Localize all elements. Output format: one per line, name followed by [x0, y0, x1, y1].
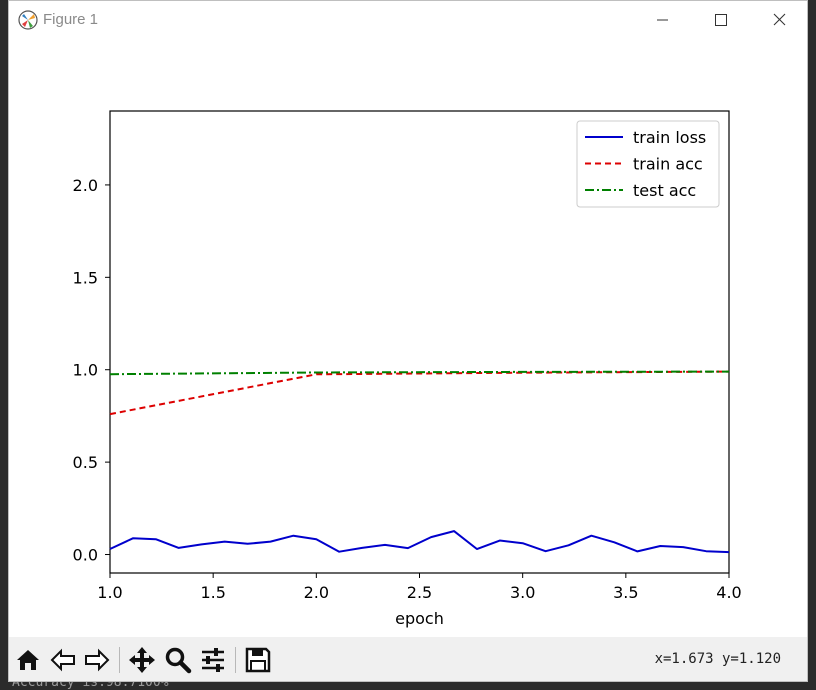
matplotlib-logo-icon [18, 10, 38, 30]
x-tick-label: 2.5 [407, 583, 432, 602]
legend-entry: train acc [633, 155, 703, 174]
maximize-icon [715, 14, 727, 26]
series-line-train-loss [109, 530, 730, 554]
title-bar[interactable]: Figure 1 [9, 1, 807, 39]
line-chart[interactable]: 1.0 1.5 2.0 2.5 3.0 3.5 4.0 0.0 0.5 1.0 1.5 2.0 epoc… [9, 39, 807, 637]
close-button[interactable] [756, 5, 802, 35]
configure-icon [202, 648, 224, 672]
zoom-button[interactable] [164, 646, 192, 674]
home-icon [17, 650, 39, 670]
background-terminal-strip [0, 0, 10, 690]
legend-entry: train loss [633, 128, 706, 147]
forward-button[interactable] [83, 646, 111, 674]
close-icon [773, 13, 786, 26]
cursor-coordinates: x=1.673 y=1.120 [654, 651, 781, 667]
zoom-icon [165, 647, 192, 674]
pan-icon [129, 647, 155, 673]
home-button[interactable] [14, 646, 42, 674]
back-button[interactable] [49, 646, 77, 674]
y-tick-label: 1.0 [73, 361, 98, 380]
pan-button[interactable] [128, 646, 156, 674]
figure-canvas[interactable]: 1.0 1.5 2.0 2.5 3.0 3.5 4.0 0.0 0.5 1.0 1.5 2.0 epoc… [9, 39, 807, 637]
maximize-button[interactable] [697, 5, 743, 35]
x-tick-label: 1.0 [97, 583, 122, 602]
toolbar-separator [235, 647, 236, 673]
minimize-button[interactable] [639, 5, 685, 35]
figure-window: Figure 1 1.0 1.5 2.0 2.5 3.0 3.5 4.0 0.0 0.5 1.0 1… [8, 0, 808, 682]
toolbar-separator [119, 647, 120, 673]
configure-subplots-button[interactable] [199, 646, 227, 674]
save-button[interactable] [244, 646, 272, 674]
x-tick-label: 4.0 [716, 583, 741, 602]
legend-entry: test acc [633, 181, 696, 200]
series-line-train-acc [109, 370, 730, 416]
series-line-test-acc [109, 370, 730, 376]
back-icon [50, 648, 75, 672]
save-icon [245, 647, 271, 673]
y-tick-label: 2.0 [73, 176, 98, 195]
y-tick-label: 0.0 [73, 546, 98, 565]
x-tick-label: 1.5 [200, 583, 225, 602]
y-tick-label: 1.5 [73, 268, 98, 287]
y-tick-label: 0.5 [73, 453, 98, 472]
minimize-icon [657, 19, 668, 21]
x-axis-label: epoch [395, 609, 444, 628]
window-title: Figure 1 [43, 11, 99, 28]
forward-icon [85, 648, 110, 672]
x-tick-label: 2.0 [304, 583, 329, 602]
x-tick-label: 3.5 [613, 583, 638, 602]
navigation-toolbar: x=1.673 y=1.120 [9, 637, 807, 681]
x-tick-label: 3.0 [510, 583, 535, 602]
legend-box [576, 120, 720, 208]
